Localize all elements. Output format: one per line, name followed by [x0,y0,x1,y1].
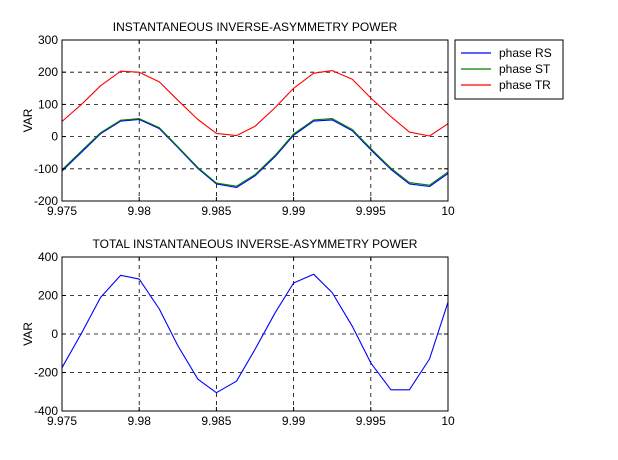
legend-label: phase RS [499,46,552,60]
x-tick-label: 10 [441,414,455,428]
series-line-total [61,273,449,394]
chart-title: TOTAL INSTANTANEOUS INVERSE-ASYMMETRY PO… [93,237,418,251]
y-axis-label: VAR [21,108,35,132]
axes-frame [61,39,449,202]
x-tick-label: 9.99 [282,414,306,428]
x-tick-label: 9.995 [356,204,386,218]
x-tick-label: 10 [441,204,455,218]
y-tick-label: -400 [34,404,58,418]
y-tick-label: -200 [34,366,58,380]
y-tick-label: 100 [38,97,58,111]
x-tick-label: 9.995 [356,414,386,428]
x-tick-label: 9.98 [128,414,152,428]
series-line-phase-rs [61,118,449,189]
legend-label: phase TR [499,78,551,92]
y-axis-label: VAR [21,322,35,346]
x-tick-label: 9.98 [128,204,152,218]
chart-instantaneous-power: 9.975 9.98 9.985 9.99 9.995 10 -200 -100 0 100 200… [21,20,564,218]
chart-title: INSTANTANEOUS INVERSE-ASYMMETRY POWER [113,20,398,34]
legend: phase RS phase ST phase TR [454,39,564,100]
y-tick-label: 300 [38,33,58,47]
y-tick-label: -100 [34,162,58,176]
x-tick-label: 9.975 [47,204,77,218]
series-line-phase-tr [61,70,449,137]
y-tick-label: 400 [38,250,58,264]
y-tick-label: -200 [34,194,58,208]
x-tick-label: 9.975 [47,414,77,428]
legend-label: phase ST [499,62,551,76]
chart-total-instantaneous-power: 9.975 9.98 9.985 9.99 9.995 10 -400 -200 0 200 400… [21,237,455,428]
y-tick-label: 200 [38,65,58,79]
x-tick-label: 9.985 [201,204,231,218]
y-tick-label: 0 [51,130,58,144]
y-tick-label: 0 [51,327,58,341]
x-tick-label: 9.985 [201,414,231,428]
x-tick-label: 9.99 [282,204,306,218]
series-line-phase-st [61,118,449,187]
y-tick-label: 200 [38,289,58,303]
